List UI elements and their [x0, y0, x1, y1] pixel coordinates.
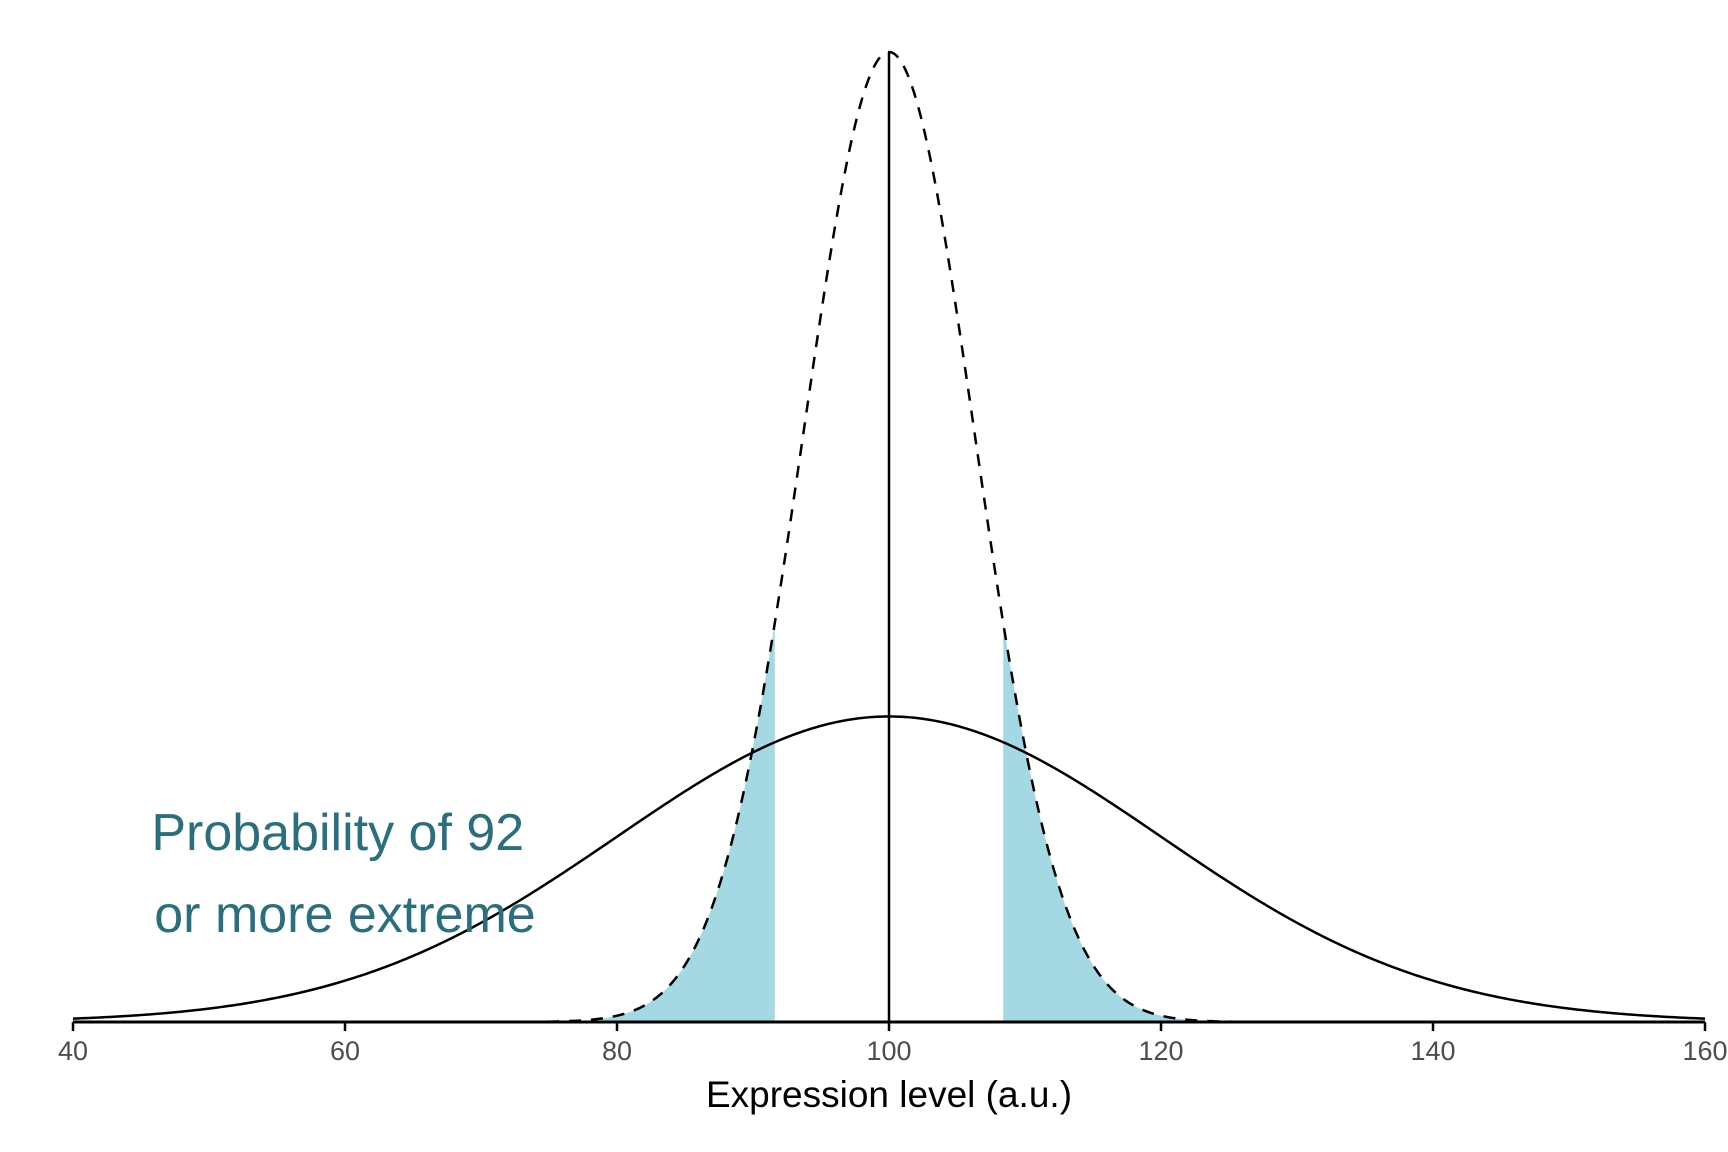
- x-tick-label-120: 120: [1138, 1036, 1183, 1066]
- x-tick-label-40: 40: [58, 1036, 88, 1066]
- x-tick-label-140: 140: [1410, 1036, 1455, 1066]
- x-axis-ticks: 40 60 80 100 120 140 160: [58, 1022, 1728, 1066]
- annotation-line-1: Probability of 92: [151, 804, 524, 862]
- shaded-tail-2: [1003, 623, 1189, 1022]
- x-tick-label-60: 60: [330, 1036, 360, 1066]
- shaded-tail-1: [589, 623, 775, 1022]
- x-tick-label-100: 100: [866, 1036, 911, 1066]
- shaded-regions: [589, 623, 1189, 1022]
- annotation-text: Probability of 92 or more extreme: [151, 804, 538, 944]
- x-axis-title: Expression level (a.u.): [706, 1074, 1072, 1115]
- x-tick-label-160: 160: [1682, 1036, 1727, 1066]
- x-tick-label-80: 80: [602, 1036, 632, 1066]
- annotation-line-2: or more extreme: [154, 886, 535, 944]
